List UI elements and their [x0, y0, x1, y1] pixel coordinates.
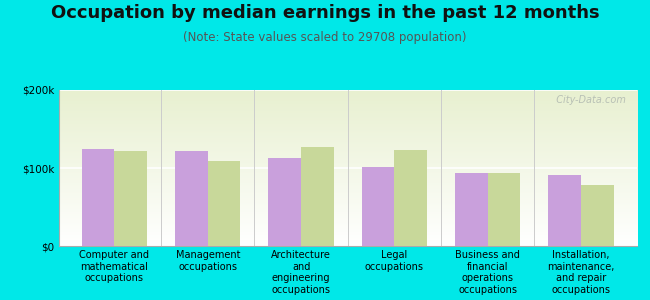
Text: Occupation by median earnings in the past 12 months: Occupation by median earnings in the pas… [51, 4, 599, 22]
Bar [581, 185, 614, 246]
Text: (Note: State values scaled to 29708 population): (Note: State values scaled to 29708 popu… [183, 32, 467, 44]
Bar [114, 151, 147, 246]
Bar [175, 151, 208, 246]
Bar [395, 150, 427, 246]
Bar [488, 173, 521, 246]
Bar [455, 173, 488, 246]
Bar [301, 147, 333, 246]
Bar [268, 158, 301, 246]
Text: City-Data.com: City-Data.com [549, 95, 625, 105]
Bar [208, 161, 240, 246]
Bar [82, 148, 114, 246]
Bar [549, 175, 581, 246]
Bar [362, 167, 395, 246]
